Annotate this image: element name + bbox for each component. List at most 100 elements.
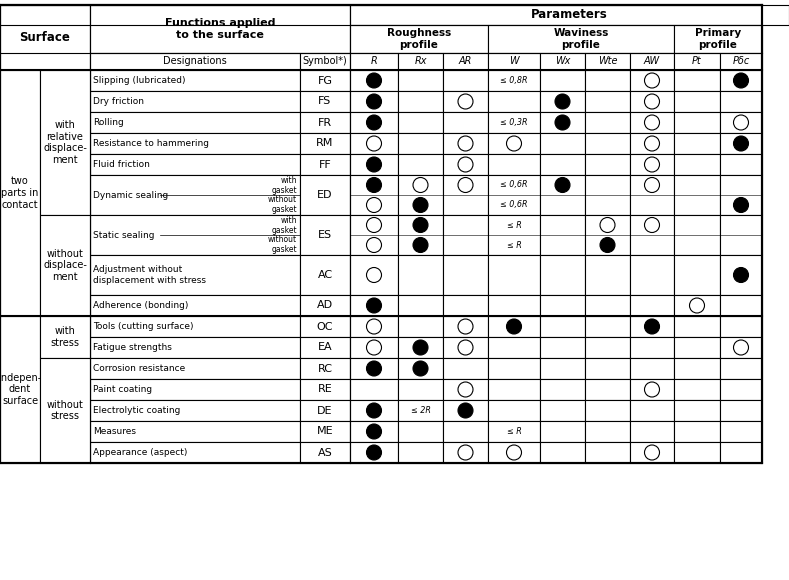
Bar: [398, 91, 443, 112]
Bar: [90, 255, 300, 295]
Bar: [90, 133, 300, 154]
Bar: [398, 337, 443, 358]
Bar: [585, 91, 630, 112]
Bar: [585, 400, 630, 421]
Text: Symbol*): Symbol*): [303, 56, 347, 67]
Bar: [585, 337, 630, 358]
Circle shape: [367, 319, 382, 334]
Circle shape: [413, 237, 428, 252]
Bar: [300, 379, 350, 400]
Bar: [443, 316, 488, 337]
Text: Resistance to hammering: Resistance to hammering: [93, 139, 209, 148]
Bar: [488, 53, 540, 70]
Bar: [488, 91, 540, 112]
Text: RM: RM: [316, 139, 334, 148]
Circle shape: [367, 198, 382, 212]
Text: W: W: [509, 56, 519, 67]
Text: FS: FS: [319, 96, 331, 107]
Circle shape: [458, 340, 473, 355]
Circle shape: [458, 445, 473, 460]
Bar: [720, 112, 762, 133]
Bar: [488, 400, 540, 421]
Bar: [720, 175, 762, 215]
Circle shape: [367, 115, 382, 130]
Bar: [443, 379, 488, 400]
Circle shape: [367, 298, 382, 313]
Bar: [443, 70, 488, 91]
Circle shape: [645, 218, 660, 233]
Bar: [443, 421, 488, 442]
Circle shape: [367, 94, 382, 109]
Circle shape: [367, 340, 382, 355]
Bar: [0, 5, 90, 70]
Bar: [540, 255, 585, 295]
Bar: [674, 421, 720, 442]
Text: R: R: [371, 56, 377, 67]
Text: Static sealing: Static sealing: [93, 230, 155, 240]
Text: without
displace-
ment: without displace- ment: [43, 249, 87, 282]
Bar: [90, 5, 350, 53]
Text: without
gasket: without gasket: [268, 195, 297, 214]
Circle shape: [413, 361, 428, 376]
Bar: [300, 295, 350, 316]
Bar: [40, 70, 90, 215]
Bar: [300, 175, 350, 215]
Circle shape: [367, 445, 382, 460]
Circle shape: [645, 382, 660, 397]
Bar: [443, 175, 488, 215]
Circle shape: [734, 198, 749, 212]
Bar: [720, 91, 762, 112]
Bar: [350, 133, 398, 154]
Bar: [398, 112, 443, 133]
Bar: [90, 379, 300, 400]
Text: Functions applied
to the surface: Functions applied to the surface: [165, 18, 275, 40]
Bar: [585, 295, 630, 316]
Bar: [630, 91, 674, 112]
Bar: [585, 133, 630, 154]
Bar: [0, 5, 762, 463]
Text: DE: DE: [317, 405, 333, 415]
Text: AC: AC: [317, 270, 332, 280]
Bar: [300, 53, 350, 70]
Bar: [300, 70, 350, 91]
Bar: [300, 91, 350, 112]
Bar: [540, 112, 585, 133]
Bar: [630, 358, 674, 379]
Text: ES: ES: [318, 230, 332, 240]
Text: Slipping (lubricated): Slipping (lubricated): [93, 76, 185, 85]
Bar: [350, 91, 398, 112]
Circle shape: [458, 319, 473, 334]
Bar: [443, 133, 488, 154]
Bar: [398, 70, 443, 91]
Circle shape: [555, 177, 570, 193]
Bar: [630, 295, 674, 316]
Bar: [443, 442, 488, 463]
Bar: [90, 337, 300, 358]
Bar: [540, 175, 585, 215]
Circle shape: [645, 177, 660, 193]
Bar: [398, 379, 443, 400]
Circle shape: [458, 136, 473, 151]
Bar: [540, 442, 585, 463]
Text: Dynamic sealing: Dynamic sealing: [93, 190, 168, 200]
Bar: [90, 215, 300, 255]
Circle shape: [555, 94, 570, 109]
Circle shape: [367, 403, 382, 418]
Bar: [585, 442, 630, 463]
Bar: [350, 255, 398, 295]
Circle shape: [555, 115, 570, 130]
Circle shape: [734, 115, 749, 130]
Circle shape: [458, 382, 473, 397]
Bar: [488, 316, 540, 337]
Circle shape: [507, 319, 522, 334]
Bar: [300, 400, 350, 421]
Text: Paint coating: Paint coating: [93, 385, 152, 394]
Text: Roughness
profile: Roughness profile: [387, 28, 451, 50]
Bar: [398, 133, 443, 154]
Text: Measures: Measures: [93, 427, 136, 436]
Bar: [300, 316, 350, 337]
Text: Wx: Wx: [555, 56, 570, 67]
Circle shape: [413, 177, 428, 193]
Bar: [350, 295, 398, 316]
Bar: [540, 316, 585, 337]
